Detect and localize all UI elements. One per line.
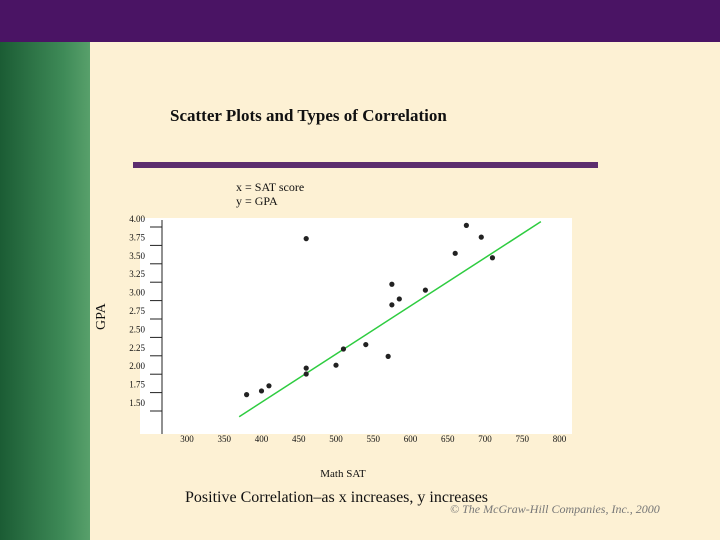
x-tick-label: 350 xyxy=(218,434,232,444)
correlation-caption: Positive Correlation–as x increases, y i… xyxy=(185,489,489,506)
slide-title: Scatter Plots and Types of Correlation xyxy=(170,106,447,125)
x-axis-label: Math SAT xyxy=(320,468,366,480)
trend-line xyxy=(238,221,542,418)
y-tick-label: 2.75 xyxy=(129,306,145,316)
x-tick-label: 400 xyxy=(255,434,269,444)
copyright-notice: © The McGraw-Hill Companies, Inc., 2000 xyxy=(450,502,660,516)
plot-area xyxy=(140,218,572,434)
variable-definitions: x = SAT score y = GPA xyxy=(236,180,304,208)
y-tick-label: 2.50 xyxy=(129,324,145,334)
x-tick-label: 450 xyxy=(292,434,306,444)
x-tick-label: 800 xyxy=(553,434,567,444)
data-point xyxy=(489,255,496,261)
data-point xyxy=(266,383,272,389)
x-tick-label: 500 xyxy=(329,434,343,444)
side-banner xyxy=(0,42,90,540)
data-point xyxy=(244,392,250,398)
data-point xyxy=(478,234,484,240)
y-tick-label: 1.50 xyxy=(129,398,145,408)
y-tick-label: 3.75 xyxy=(129,232,145,242)
x-tick-label: 300 xyxy=(180,434,194,444)
data-point xyxy=(385,353,391,359)
data-point xyxy=(258,388,265,394)
x-tick-label: 750 xyxy=(516,434,530,444)
data-point xyxy=(363,341,369,348)
data-point xyxy=(452,250,458,256)
y-tick-label: 4.00 xyxy=(129,214,145,224)
y-tick-label: 2.25 xyxy=(129,343,145,353)
title-divider xyxy=(133,162,598,168)
top-banner xyxy=(0,0,720,42)
data-point xyxy=(389,281,395,287)
data-point xyxy=(422,287,428,293)
x-tick-label: 550 xyxy=(367,434,381,444)
y-tick-label: 3.00 xyxy=(129,288,145,298)
y-tick-label: 2.00 xyxy=(129,361,145,371)
x-tick-label: 600 xyxy=(404,434,418,444)
y-tick-label: 3.25 xyxy=(129,269,145,279)
data-point xyxy=(463,222,469,228)
data-point xyxy=(389,302,395,308)
x-tick-label: 650 xyxy=(441,434,455,444)
y-tick-label: 3.50 xyxy=(129,251,145,261)
x-definition: x = SAT score xyxy=(236,180,305,194)
data-point xyxy=(303,236,309,242)
data-point xyxy=(303,371,309,377)
y-definition: y = GPA xyxy=(236,194,278,208)
data-point xyxy=(340,346,347,352)
data-point xyxy=(303,365,309,371)
y-tick-label: 1.75 xyxy=(129,380,145,390)
x-tick-label: 700 xyxy=(478,434,492,444)
data-point xyxy=(396,296,402,302)
data-point xyxy=(333,362,339,368)
